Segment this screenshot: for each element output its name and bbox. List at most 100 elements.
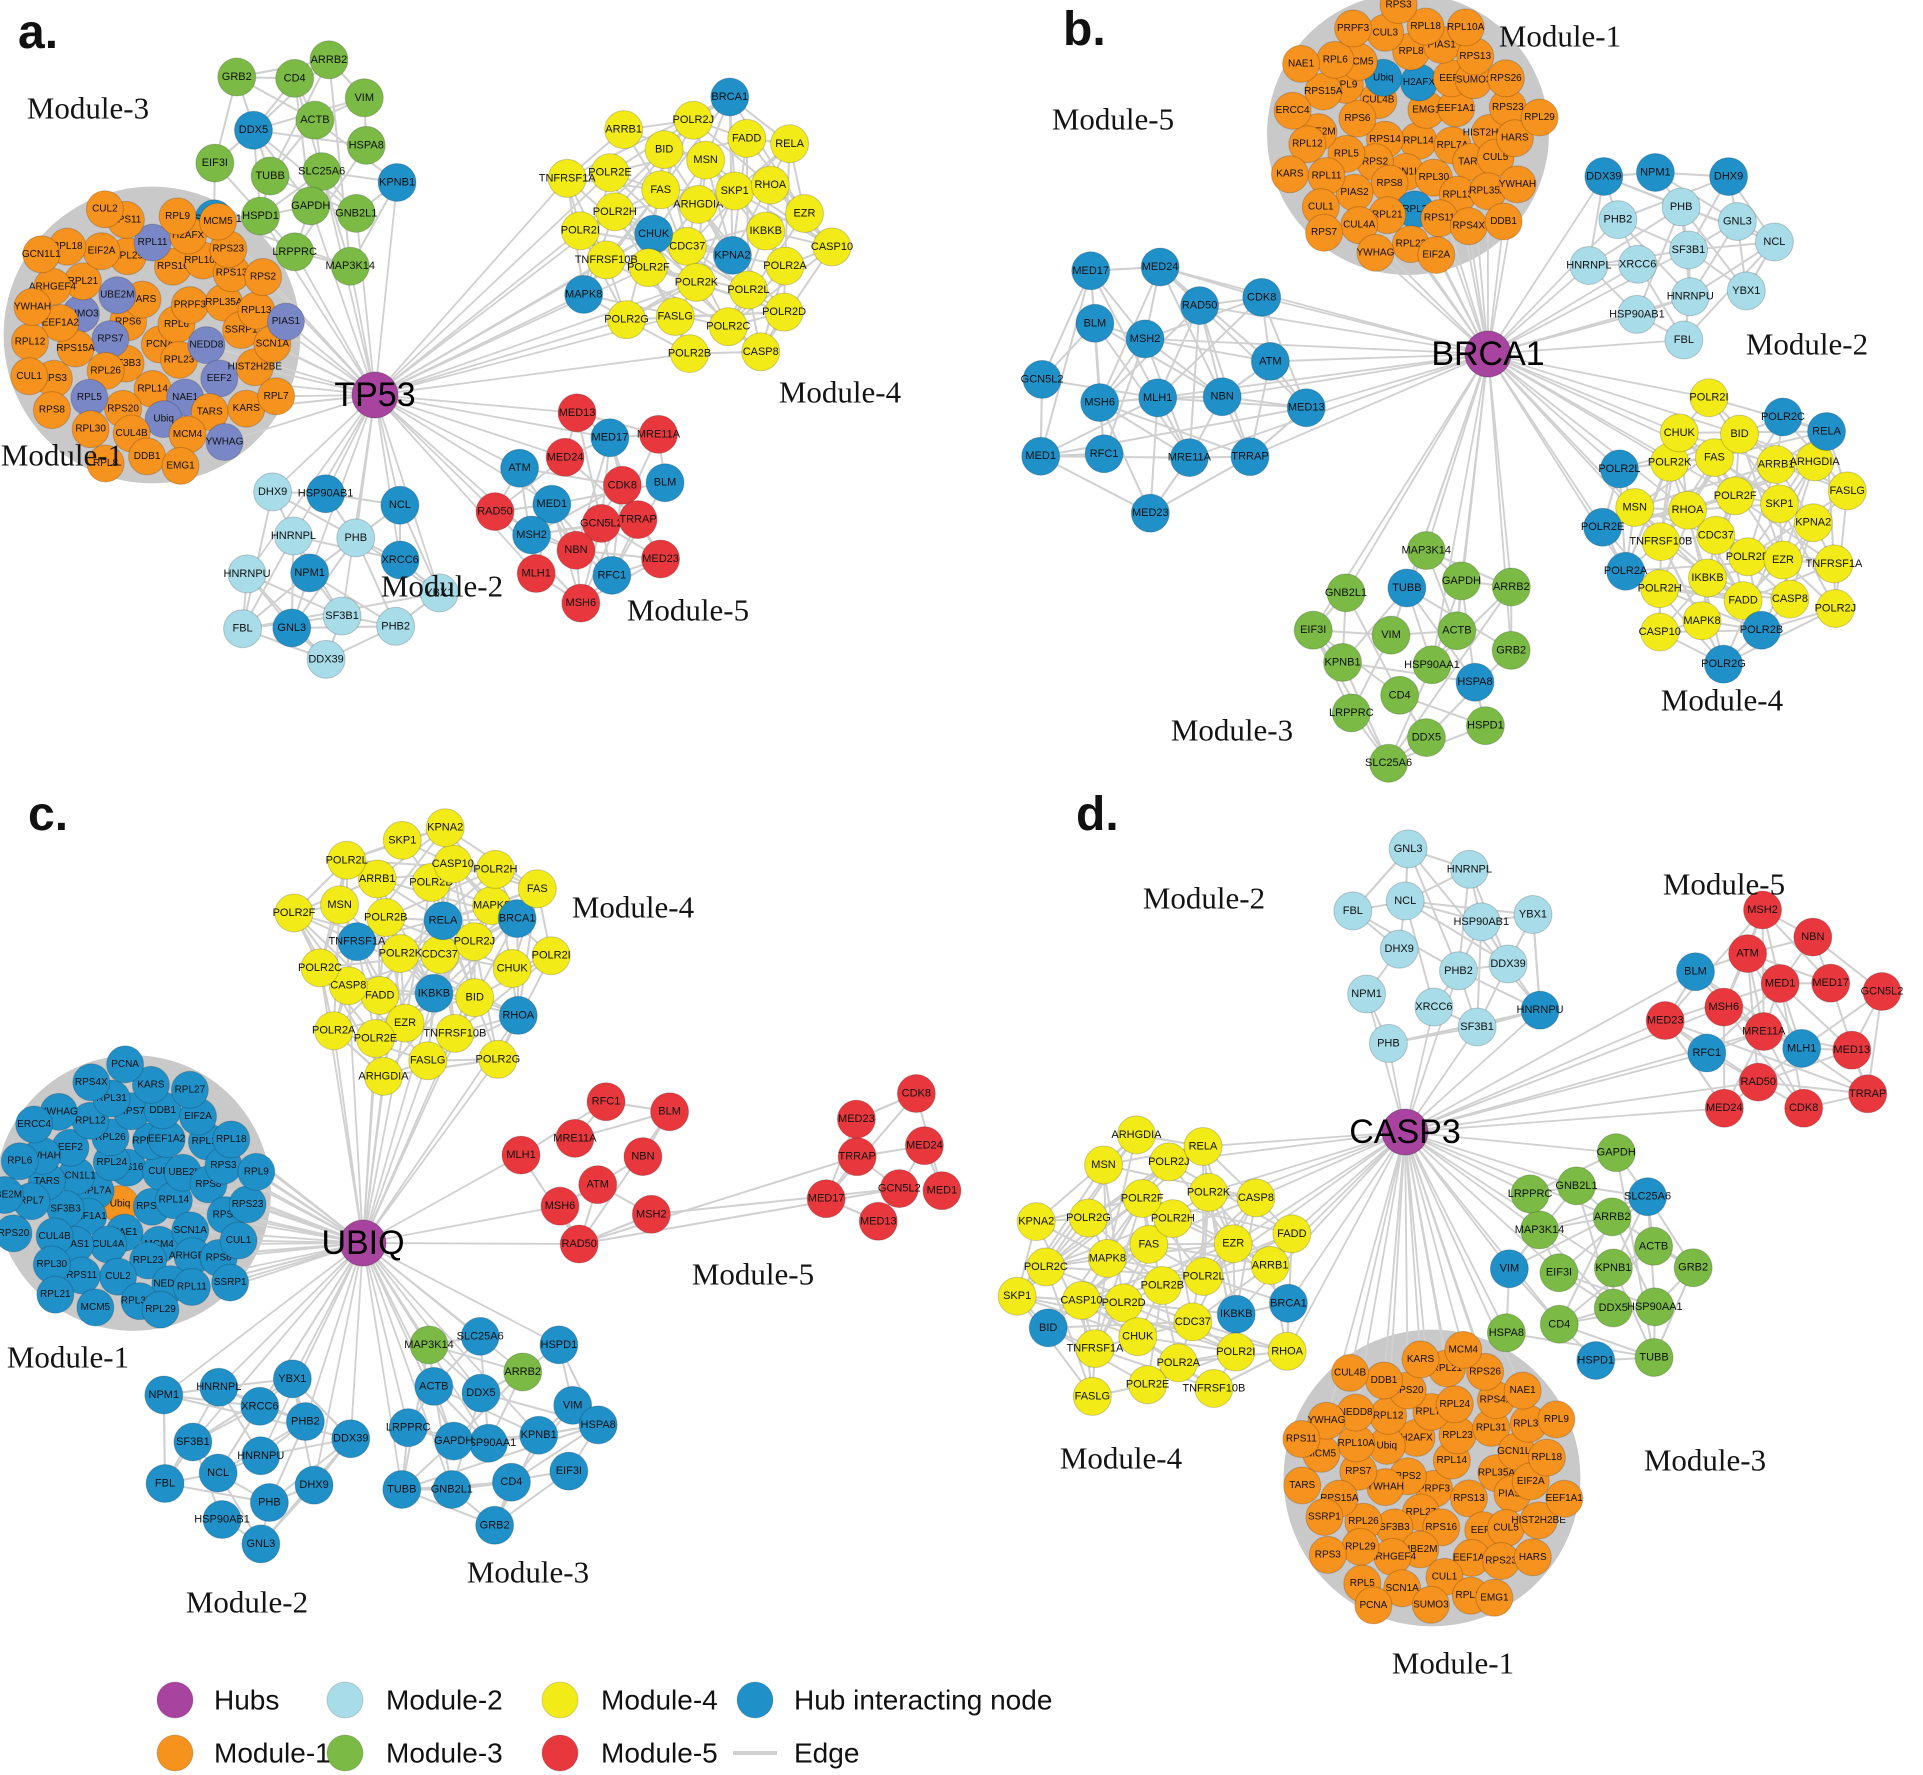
node-circle [1368,1023,1408,1063]
node-label: CASP8 [330,980,366,992]
node-GRB2: GRB2 [1673,1248,1713,1288]
node-CASP10: CASP10 [432,844,474,884]
node-NCL: NCL [380,485,420,525]
node-circle [1406,531,1446,571]
node-circle [1520,990,1560,1030]
node-label: CUL1 [1432,1571,1458,1582]
node-label: GRB2 [1496,644,1526,656]
node-circle [1354,1586,1393,1625]
node-label: ATM [1259,355,1281,367]
node-BID: BID [644,130,684,170]
node-label: TNFRSF1A [1067,1343,1125,1355]
node-ARHGDIA: ARHGDIA [1111,1115,1162,1155]
node-label: POLR2A [1604,565,1648,577]
node-PHB: PHB [1368,1023,1408,1063]
node-CDC37: CDC37 [420,935,460,975]
node-GNB2L1: GNB2L1 [1555,1166,1598,1206]
node-IKBKB: IKBKB [414,973,454,1013]
node-label: SLC25A6 [298,166,345,178]
node-label: EIF3I [1300,624,1326,636]
node-label: GAPDH [1442,575,1481,587]
node-circle [1811,963,1851,1003]
node-circle [300,948,340,988]
node-RPL12: RPL12 [10,322,49,361]
node-TUBB: TUBB [382,1469,422,1509]
node-label: TNFRSF1A [539,172,597,184]
node-ARRB1: ARRB1 [357,859,397,899]
node-FASLG: FASLG [1827,471,1867,511]
node-label: YBX1 [1519,909,1547,921]
node-circle [170,1070,209,1109]
node-label: SF3B3 [50,1203,81,1214]
node-label: CUL4B [1334,1367,1367,1378]
node-label: CD4 [500,1476,522,1488]
node-circle [1510,1174,1550,1214]
module-title: Module-4 [1060,1441,1183,1476]
node-label: RPL30 [1513,1418,1544,1429]
node-GNB2L1: GNB2L1 [1325,573,1367,613]
node-label: POLR2K [1187,1186,1231,1198]
node-label: FASLG [1830,485,1865,497]
node-label: GNL3 [277,622,306,634]
node-POLR2J: POLR2J [454,922,495,962]
node-label: FASLG [658,311,693,323]
node-circle [240,1386,280,1426]
node-circle [366,898,406,938]
node-circle [331,1419,371,1459]
node-label: RELA [1812,425,1841,437]
node-label: RPS3 [41,373,68,384]
node-circle [1401,1340,1440,1379]
node-circle [1738,1062,1778,1102]
node-label: ARHGDIA [673,198,724,210]
node-circle [501,1135,541,1175]
node-label: GCN1L1 [57,1171,96,1182]
node-label: EIF2A [88,246,116,257]
node-circle [380,933,420,973]
legend-label: Module-1 [214,1738,331,1769]
node-circle [557,393,597,433]
node-SLC25A6: SLC25A6 [1624,1177,1671,1217]
node-label: RPL35A [205,297,243,308]
node-circle [1814,544,1854,584]
node-label: POLR2A [312,1025,356,1037]
node-circle [678,184,718,224]
node-circle [516,554,556,594]
node-circle [1371,615,1411,655]
node-HSPA8: HSPA8 [346,125,386,165]
node-MSH6: MSH6 [540,1186,580,1226]
node-CDK8: CDK8 [1784,1088,1824,1128]
node-label: IKBKB [1691,572,1723,584]
node-label: HSPA8 [581,1419,616,1431]
node-circle [241,196,281,236]
node-circle [1815,589,1855,629]
node-circle [237,1152,276,1191]
node-label: RPS13 [216,268,248,279]
node-CDC37: CDC37 [1173,1302,1213,1342]
node-GAPDH: GAPDH [291,186,330,226]
node-POLR2L: POLR2L [326,840,368,880]
node-label: POLR2C [1024,1261,1068,1273]
module-title: Module-2 [186,1585,308,1620]
node-label: YWHAH [1367,1482,1404,1493]
node-circle [1338,99,1377,138]
node-KPNB1: KPNB1 [519,1415,559,1455]
node-label: PCNA [1360,1600,1388,1611]
node-MED13: MED13 [858,1201,898,1241]
node-circle [1125,319,1165,359]
node-circle [344,78,384,118]
node-label: RPL18 [52,241,83,252]
node-circle [1682,601,1722,641]
node-label: HNRNPL [196,1381,241,1393]
node-circle [858,1201,898,1241]
node-label: FAS [527,883,548,895]
node-MCM4: MCM4 [1444,1330,1483,1369]
node-circle [1669,230,1709,270]
node-label: RPL18 [1532,1452,1563,1463]
node-label: NPM1 [1351,988,1382,1000]
node-HSP90AA1: HSP90AA1 [1404,645,1460,685]
node-label: KPNA2 [1795,517,1831,529]
node-NCL: NCL [198,1453,238,1493]
node-circle [1520,98,1559,137]
node-label: EIF3I [556,1465,582,1477]
node-circle [1635,152,1675,192]
